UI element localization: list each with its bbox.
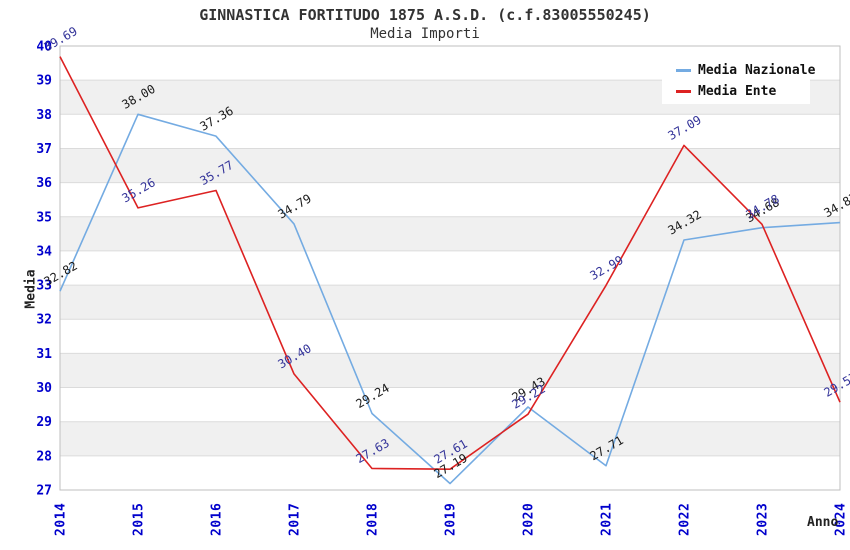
y-tick-label: 35 [36,210,52,225]
plot-band [60,250,840,286]
legend-label-nazionale: Media Nazionale [698,62,816,78]
y-tick-label: 34 [36,244,52,259]
y-tick-label: 37 [36,142,52,157]
y-tick-label: 29 [36,415,52,430]
plot-band [60,148,840,183]
plot-band [60,216,840,251]
x-tick-label: 2018 [366,503,381,536]
x-tick-label: 2024 [834,503,849,536]
y-tick-label: 33 [36,279,52,294]
x-tick-label: 2020 [522,503,537,536]
y-tick-label: 36 [36,176,52,191]
series-line-ente [59,56,841,470]
y-tick-label: 40 [36,40,52,55]
y-tick-label: 31 [36,347,52,362]
x-tick-label: 2019 [444,503,459,536]
x-tick-label: 2023 [756,503,771,536]
y-axis-title-text: Media [23,269,39,309]
ente-line-swatch [676,89,691,93]
plot-band [60,182,840,217]
legend-label-ente: Media Ente [698,83,777,99]
nazionale-line-swatch [676,68,691,72]
y-tick-label: 32 [36,313,52,328]
x-tick-label: 2014 [54,503,69,536]
plot-band [60,285,840,320]
y-tick-label: 38 [36,108,52,123]
series-line-nazionale [59,113,841,485]
x-axis-title: Anno [807,515,839,530]
y-tick-label: 28 [36,449,52,464]
x-tick-label: 2017 [288,503,303,536]
y-tick-label: 30 [36,381,52,396]
legend: Media Nazionale Media Ente [662,57,815,104]
y-tick-label: 39 [36,74,52,89]
x-tick-label: 2021 [600,503,615,536]
plot-band [60,114,840,149]
plot-band [60,353,840,388]
y-tick-label: 27 [36,484,52,499]
legend-item-media-ente: Media Ente [662,84,810,99]
plot-band [60,387,840,422]
legend-item-media-nazionale: Media Nazionale [662,63,815,78]
x-tick-label: 2015 [132,503,147,536]
x-tick-label: 2022 [678,503,693,536]
plot-border [59,45,841,491]
x-tick-label: 2016 [210,503,225,536]
plot-band [60,421,840,456]
chart-subtitle: Media Importi [370,26,480,42]
chart-title: GINNASTICA FORTITUDO 1875 A.S.D. (c.f.83… [199,6,651,24]
plot-band [60,319,840,354]
